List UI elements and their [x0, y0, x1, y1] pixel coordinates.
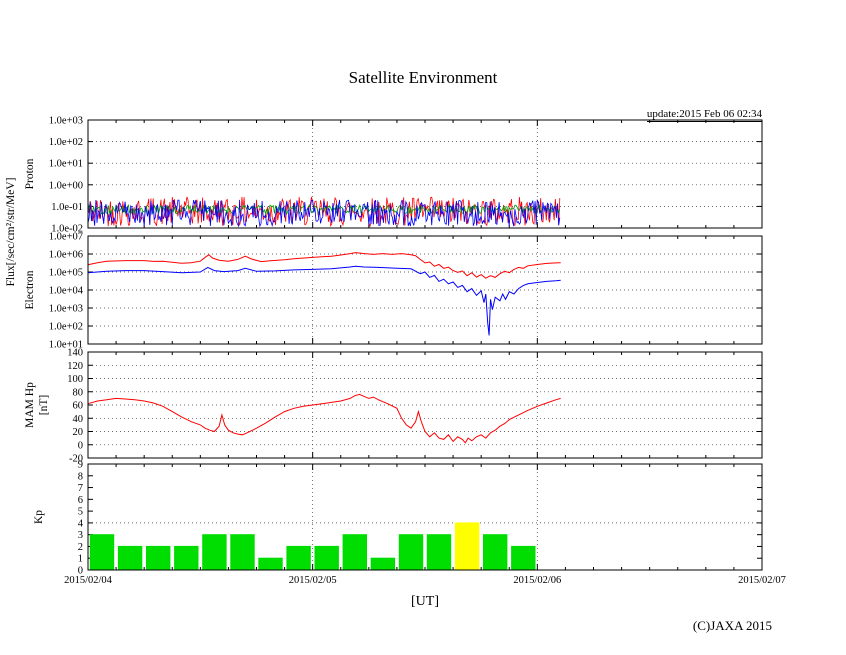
kp-bar — [146, 545, 171, 571]
y-tick-label: 1.0e+02 — [49, 137, 83, 148]
page-title: Satellite Environment — [348, 68, 498, 87]
proton-red-trace — [87, 196, 561, 228]
y-tick-label: 2 — [78, 542, 83, 553]
y-tick-label: 1.0e+01 — [49, 340, 83, 351]
y-tick-label: 100 — [67, 374, 83, 385]
electron-blue-trace — [87, 265, 561, 336]
update-timestamp: update:2015 Feb 06 02:34 — [646, 108, 762, 122]
copyright: (C)JAXA 2015 — [692, 618, 772, 633]
kp-bar — [202, 534, 227, 571]
y-tick-label: 1.0e+01 — [49, 159, 83, 170]
y-tick-label: 9 — [78, 460, 83, 471]
x-tick-label: 2015/02/06 — [513, 575, 561, 586]
electron-border — [87, 235, 763, 345]
y-tick-label: 3 — [78, 530, 83, 541]
y-tick-label: 40 — [73, 414, 84, 425]
kp-bar — [174, 545, 199, 571]
y-tick-label: 1.0e+07 — [49, 232, 83, 243]
x-tick-label: 2015/02/05 — [289, 575, 337, 586]
y-tick-label: 120 — [67, 361, 83, 372]
proton-axis-label: Proton — [24, 158, 36, 189]
y-tick-label: 1.0e+00 — [49, 180, 83, 191]
y-tick-label: 1.0e+02 — [49, 322, 83, 333]
mam-hp-hp-trace — [87, 393, 561, 444]
kp-bar — [286, 545, 311, 571]
kp-border — [87, 463, 763, 571]
y-tick-label: 4 — [78, 518, 84, 529]
kp-bar — [454, 522, 480, 571]
kp-bar — [398, 534, 424, 571]
kp-bar — [89, 534, 115, 571]
y-tick-label: 5 — [78, 507, 83, 518]
y-tick-label: 80 — [73, 387, 84, 398]
kp-bar — [258, 557, 283, 571]
kp-bar — [511, 545, 536, 571]
flux-axis-label: Flux[/sec/cm²/str/MeV] — [5, 178, 17, 287]
kp-bar — [117, 545, 143, 571]
y-tick-label: 1.0e+03 — [49, 116, 83, 127]
y-tick-label: 8 — [78, 471, 83, 482]
y-tick-label: 1 — [78, 554, 83, 565]
electron-axis-label: Electron — [24, 270, 36, 309]
kp-bar — [483, 534, 508, 571]
y-tick-label: 7 — [78, 483, 83, 494]
mam-hp-axis-unit: [nT] — [38, 395, 50, 415]
proton-blue-trace — [87, 198, 561, 228]
x-tick-label: 2015/02/07 — [738, 575, 786, 586]
mam-hp-axis-label: MAM Hp — [24, 382, 36, 428]
y-tick-label: 6 — [78, 495, 83, 506]
y-tick-label: -20 — [69, 454, 83, 465]
x-axis-unit-label: [UT] — [411, 594, 439, 609]
electron-red-trace — [87, 252, 561, 279]
y-tick-label: 140 — [67, 348, 83, 359]
kp-bar — [426, 534, 452, 571]
kp-bar — [370, 557, 396, 571]
proton-panel: 1.0e+03 1.0e+02 1.0e+01 1.0e+00 1.0e-01 1.0e-… — [24, 116, 763, 235]
y-tick-label: 1.0e-02 — [51, 224, 83, 235]
mam-hp-border — [87, 351, 763, 459]
kp-axis-label: Kp — [33, 510, 45, 524]
proton-border — [87, 119, 763, 229]
y-tick-label: 1.0e+04 — [49, 286, 84, 297]
y-tick-label: 0 — [78, 440, 83, 451]
y-tick-label: 1.0e-01 — [51, 202, 83, 213]
y-tick-label: 1.0e+05 — [49, 268, 83, 279]
kp-bar — [314, 545, 339, 571]
electron-panel: 1.0e+07 1.0e+06 1.0e+05 1.0e+04 1.0e+03 1.0e+… — [24, 232, 763, 351]
y-tick-label: 60 — [73, 401, 84, 412]
x-tick-label: 2015/02/04 — [64, 575, 113, 586]
y-tick-label: 1.0e+06 — [49, 250, 83, 261]
y-tick-label: 0 — [78, 566, 83, 577]
kp-bar — [230, 534, 255, 571]
kp-bar — [342, 534, 368, 571]
mam-hp-panel: 140 120 100 80 60 40 20 0 -20 MAM Hp [nT] — [24, 348, 763, 465]
y-tick-label: 20 — [73, 427, 84, 438]
y-tick-label: 1.0e+03 — [49, 304, 83, 315]
proton-green-trace — [87, 203, 561, 216]
